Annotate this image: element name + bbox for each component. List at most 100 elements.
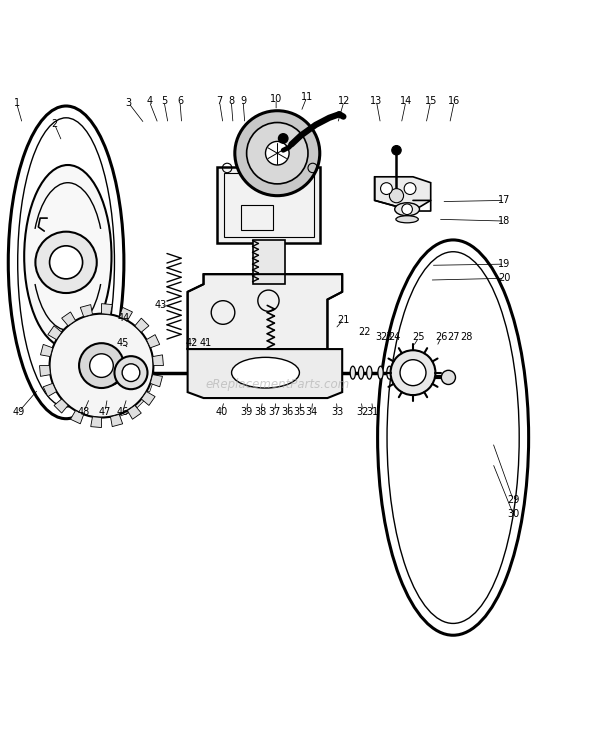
Ellipse shape: [231, 365, 238, 380]
Circle shape: [50, 314, 153, 418]
Text: 4: 4: [146, 97, 152, 106]
Polygon shape: [117, 406, 129, 416]
Text: 41: 41: [199, 338, 211, 348]
Ellipse shape: [24, 165, 112, 348]
Polygon shape: [40, 366, 50, 377]
Polygon shape: [69, 389, 81, 400]
Ellipse shape: [387, 252, 519, 623]
Circle shape: [79, 343, 124, 388]
Polygon shape: [90, 329, 101, 340]
Text: 33: 33: [332, 406, 343, 417]
Ellipse shape: [261, 365, 267, 380]
Polygon shape: [81, 401, 93, 413]
Circle shape: [402, 204, 412, 215]
Text: 44: 44: [118, 314, 130, 323]
Text: 29: 29: [507, 495, 519, 505]
Ellipse shape: [334, 365, 340, 380]
Bar: [217, 167, 320, 243]
Ellipse shape: [242, 365, 248, 380]
Ellipse shape: [395, 203, 419, 215]
Ellipse shape: [359, 366, 363, 379]
Polygon shape: [132, 395, 144, 408]
Text: 3: 3: [376, 332, 382, 343]
Text: 9: 9: [240, 97, 246, 106]
Polygon shape: [70, 411, 84, 424]
Text: 49: 49: [13, 406, 25, 417]
Circle shape: [114, 356, 148, 389]
Circle shape: [90, 354, 113, 377]
Text: 22: 22: [358, 327, 371, 337]
Polygon shape: [127, 406, 141, 419]
Text: 16: 16: [448, 97, 460, 106]
Circle shape: [96, 360, 122, 386]
Text: 2: 2: [51, 119, 57, 129]
Polygon shape: [153, 355, 163, 366]
Circle shape: [50, 246, 83, 279]
Text: 38: 38: [255, 406, 267, 417]
Circle shape: [441, 370, 455, 384]
Text: 43: 43: [155, 300, 166, 311]
Text: 24: 24: [388, 332, 400, 343]
Text: 11: 11: [301, 92, 313, 102]
Polygon shape: [91, 417, 101, 427]
Text: 34: 34: [306, 406, 317, 417]
Circle shape: [247, 123, 308, 184]
Polygon shape: [142, 381, 153, 392]
Text: 42: 42: [186, 338, 198, 348]
Text: 32: 32: [357, 406, 369, 417]
Polygon shape: [375, 177, 431, 211]
Text: 19: 19: [499, 259, 510, 269]
Circle shape: [122, 364, 140, 381]
Text: 39: 39: [241, 406, 253, 417]
Polygon shape: [80, 305, 93, 317]
Ellipse shape: [18, 118, 114, 407]
Polygon shape: [135, 318, 149, 332]
Text: 17: 17: [499, 195, 510, 205]
Circle shape: [400, 360, 426, 386]
Circle shape: [35, 232, 97, 293]
Polygon shape: [64, 373, 74, 383]
Polygon shape: [48, 325, 62, 340]
Polygon shape: [137, 345, 149, 357]
Text: 46: 46: [117, 406, 129, 417]
Ellipse shape: [251, 365, 258, 380]
Polygon shape: [188, 274, 342, 349]
Text: 15: 15: [425, 97, 437, 106]
Circle shape: [266, 141, 289, 165]
Ellipse shape: [405, 366, 409, 379]
Text: 35: 35: [294, 406, 306, 417]
Text: 25: 25: [412, 332, 425, 343]
Polygon shape: [41, 345, 53, 357]
Polygon shape: [141, 392, 155, 406]
Text: 28: 28: [460, 332, 472, 343]
Polygon shape: [188, 349, 342, 398]
Circle shape: [392, 146, 401, 155]
Polygon shape: [99, 409, 109, 418]
Text: 40: 40: [215, 406, 227, 417]
Circle shape: [235, 111, 320, 195]
Ellipse shape: [366, 366, 372, 379]
Text: 8: 8: [228, 97, 234, 106]
Text: eReplacementParts.com: eReplacementParts.com: [205, 378, 349, 391]
Polygon shape: [146, 334, 160, 348]
Text: 7: 7: [217, 97, 222, 106]
Text: 48: 48: [78, 406, 90, 417]
Text: 12: 12: [338, 97, 350, 106]
Circle shape: [73, 336, 146, 409]
Ellipse shape: [320, 365, 327, 380]
Polygon shape: [150, 374, 162, 387]
Text: 1: 1: [14, 98, 19, 108]
Ellipse shape: [378, 240, 529, 635]
Ellipse shape: [219, 365, 227, 380]
Polygon shape: [54, 399, 68, 413]
Text: 6: 6: [177, 97, 183, 106]
Polygon shape: [110, 415, 123, 426]
Circle shape: [278, 134, 288, 143]
Polygon shape: [74, 337, 86, 350]
Text: 3: 3: [126, 98, 132, 108]
Circle shape: [389, 189, 404, 203]
Bar: [253, 240, 285, 284]
Text: 20: 20: [499, 273, 510, 283]
Text: 23: 23: [381, 332, 392, 343]
Ellipse shape: [8, 106, 124, 419]
